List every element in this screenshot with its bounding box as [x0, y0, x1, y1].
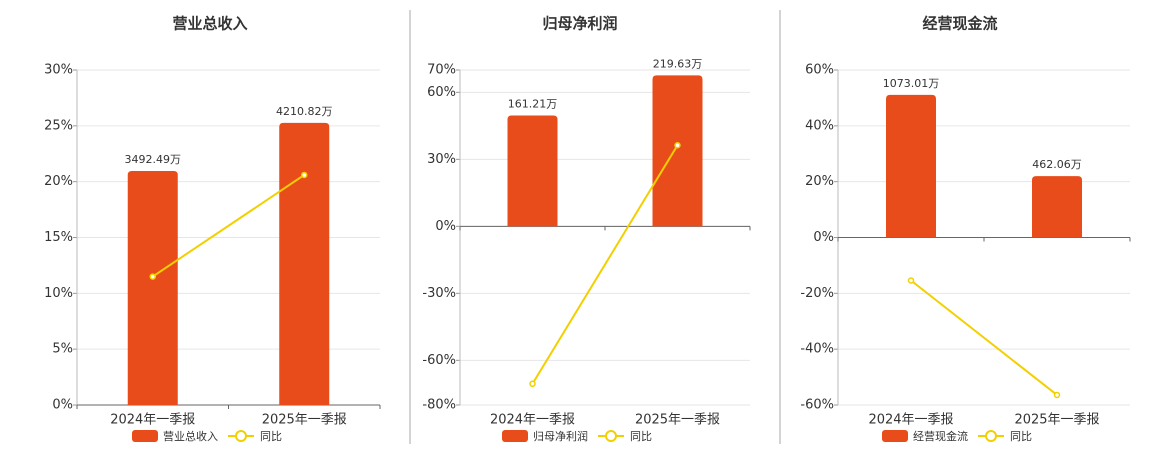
y-tick-label: 10% [44, 286, 73, 301]
line [910, 279, 1058, 396]
chart-title: 营业总收入 [172, 15, 247, 33]
legend-swatch [882, 430, 908, 442]
legend-label: 经营现金流 [913, 429, 968, 443]
x-tick-label: 2025年一季报 [262, 413, 347, 428]
y-tick-label: 70% [427, 63, 456, 78]
x-tick-label: 2025年一季报 [1014, 413, 1099, 428]
legend-swatch [132, 430, 158, 442]
chart-title: 经营现金流 [922, 15, 997, 33]
legend-label: 营业总收入 [163, 429, 218, 443]
y-tick-label: 40% [805, 118, 834, 133]
line-point [301, 171, 308, 179]
y-tick-label: 0% [813, 230, 834, 245]
value-label: 4210.82万 [276, 105, 333, 118]
value-label: 161.21万 [508, 98, 558, 111]
value-label: 462.06万 [1032, 158, 1082, 171]
y-tick-label: 20% [44, 174, 73, 189]
y-tick-label: -30% [422, 286, 456, 301]
legend-marker [985, 430, 997, 442]
legend-label: 同比 [630, 430, 652, 443]
x-tick-label: 2024年一季报 [868, 413, 953, 428]
bar [279, 122, 330, 405]
line-point [1053, 391, 1061, 399]
y-tick-label: 60% [805, 63, 834, 78]
y-tick-label: 30% [44, 63, 73, 78]
legend-label: 归母净利润 [533, 429, 588, 443]
y-tick-label: -60% [800, 398, 834, 413]
y-tick-label: 30% [427, 152, 456, 167]
bar [507, 115, 558, 227]
line [531, 144, 679, 385]
x-tick-label: 2024年一季报 [490, 413, 575, 428]
y-tick-label: 60% [427, 85, 456, 100]
y-tick-label: -80% [422, 398, 456, 413]
value-label: 1073.01万 [883, 77, 940, 90]
line-point [907, 277, 915, 284]
y-tick-label: -60% [422, 353, 456, 368]
y-tick-label: 20% [805, 174, 834, 189]
legend-label: 同比 [1010, 430, 1032, 443]
legend-marker [605, 430, 617, 442]
chart-title: 归母净利润 [542, 15, 617, 33]
value-label: 3492.49万 [125, 153, 182, 166]
x-tick-label: 2024年一季报 [110, 413, 195, 428]
bar [1032, 176, 1082, 238]
y-tick-label: -20% [800, 286, 834, 301]
legend-swatch [502, 430, 528, 442]
y-tick-label: 0% [52, 398, 73, 413]
bar [652, 75, 703, 227]
line-point [674, 142, 681, 149]
bar [886, 94, 936, 238]
bar [127, 171, 178, 405]
y-tick-label: 5% [52, 342, 73, 357]
line [152, 174, 305, 278]
line-point [149, 273, 156, 280]
y-tick-label: 15% [44, 230, 73, 245]
line-point [529, 380, 536, 388]
x-tick-label: 2025年一季报 [635, 413, 720, 428]
value-label: 219.63万 [653, 57, 703, 70]
legend-label: 同比 [260, 430, 282, 443]
legend-marker [235, 430, 247, 442]
y-tick-label: -40% [800, 342, 834, 357]
y-tick-label: 0% [435, 219, 456, 234]
y-tick-label: 25% [44, 118, 73, 133]
